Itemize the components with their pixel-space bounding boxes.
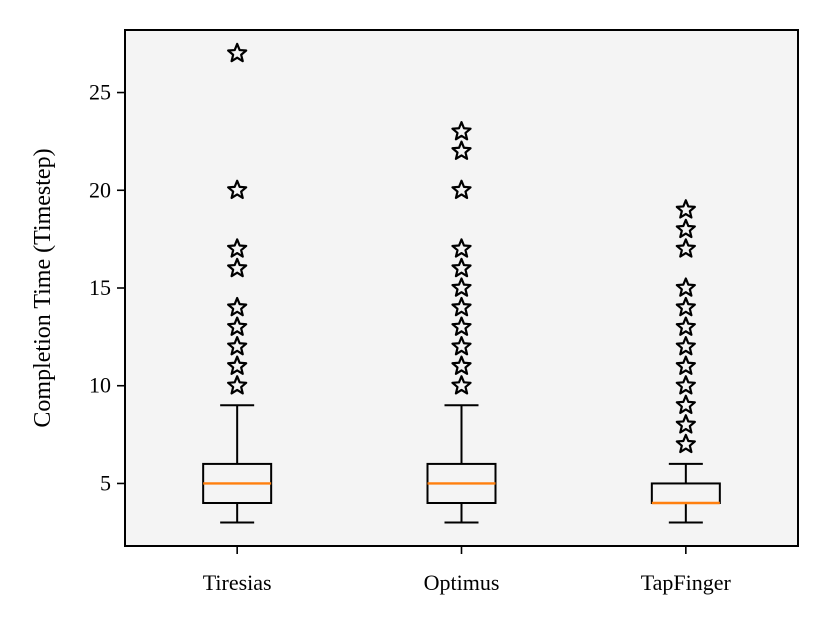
outlier-point xyxy=(451,336,472,356)
outlier-point xyxy=(227,179,248,200)
y-tick-label: 20 xyxy=(89,177,111,202)
outlier-point xyxy=(227,316,248,336)
box-optimus xyxy=(426,121,497,524)
outlier-point xyxy=(675,375,696,395)
outlier-point xyxy=(451,375,472,395)
outlier-point xyxy=(227,238,248,258)
y-axis-label: Completion Time (Timestep) xyxy=(30,148,56,427)
outlier-point xyxy=(675,218,696,239)
outlier-point xyxy=(675,414,696,434)
outlier-point xyxy=(675,394,696,415)
outlier-point xyxy=(227,257,248,278)
box-tapfinger xyxy=(650,199,721,524)
y-axis: 5 10 15 20 25 xyxy=(89,80,125,495)
x-axis: Tiresias Optimus TapFinger xyxy=(203,546,732,595)
outlier-point xyxy=(675,316,696,336)
x-tick-label: Tiresias xyxy=(203,570,272,595)
outlier-point xyxy=(675,238,696,258)
outlier-point xyxy=(675,433,696,454)
outlier-point xyxy=(227,375,248,395)
outlier-point xyxy=(227,42,248,63)
y-tick-label: 15 xyxy=(89,275,111,300)
plot-area xyxy=(124,29,799,547)
outlier-point xyxy=(451,121,472,141)
box-tiresias xyxy=(202,42,273,524)
x-tick-label: Optimus xyxy=(424,570,500,595)
outlier-point xyxy=(675,277,696,297)
outlier-point xyxy=(675,355,696,375)
outlier-point xyxy=(227,296,248,317)
outlier-point xyxy=(675,296,696,317)
y-tick-label: 10 xyxy=(89,373,111,398)
boxes xyxy=(202,42,721,524)
y-tick-label: 5 xyxy=(100,470,111,495)
outlier-point xyxy=(451,296,472,317)
outlier-point xyxy=(227,336,248,356)
outlier-point xyxy=(451,238,472,258)
outlier-point xyxy=(227,355,248,375)
outlier-point xyxy=(675,336,696,356)
outlier-point xyxy=(451,316,472,336)
outlier-point xyxy=(451,355,472,375)
outlier-point xyxy=(451,140,472,160)
y-tick-label: 25 xyxy=(89,80,111,105)
outlier-point xyxy=(675,199,696,219)
outlier-point xyxy=(451,179,472,200)
outlier-point xyxy=(451,257,472,278)
x-tick-label: TapFinger xyxy=(641,570,732,595)
outlier-point xyxy=(451,277,472,297)
